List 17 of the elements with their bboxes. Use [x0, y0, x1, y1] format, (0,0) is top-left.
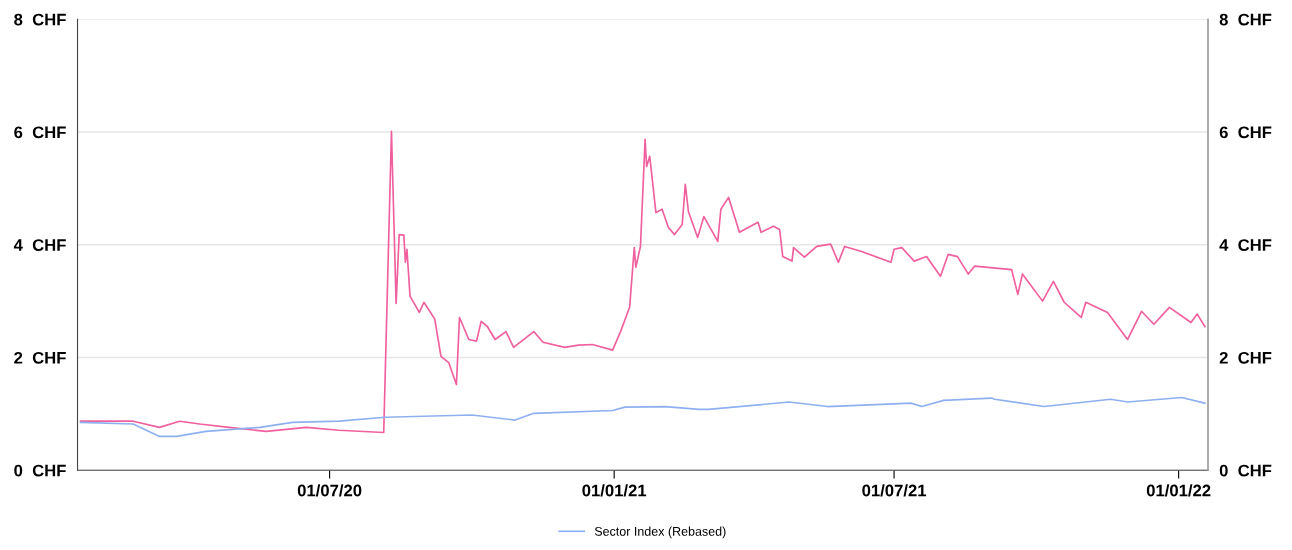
y2-tick-label: 8 CHF	[1219, 13, 1272, 26]
y-tick-label: 8 CHF	[14, 13, 66, 26]
x-tick-label: 01/01/22	[1146, 484, 1211, 497]
y-tick-label: 2 CHF	[14, 351, 66, 364]
y2-tick-label: 4 CHF	[1219, 239, 1272, 251]
y-tick-label: 4 CHF	[13, 239, 66, 251]
legend-label: Sector Index (Rebased)	[594, 526, 726, 539]
y2-tick-label: 6 CHF	[1219, 126, 1272, 139]
x-tick-label: 01/01/21	[582, 484, 647, 497]
y2-tick-label: 0 CHF	[1219, 464, 1272, 477]
line-series	[79, 396, 1206, 438]
x-tick-label: 01/07/20	[297, 484, 362, 497]
line-series	[79, 130, 1206, 434]
x-tick-label: 01/07/21	[862, 484, 927, 497]
y-tick-label: 0 CHF	[14, 464, 66, 477]
y2-tick-label: 2 CHF	[1219, 351, 1272, 364]
y-tick-label: 6 CHF	[14, 126, 66, 139]
